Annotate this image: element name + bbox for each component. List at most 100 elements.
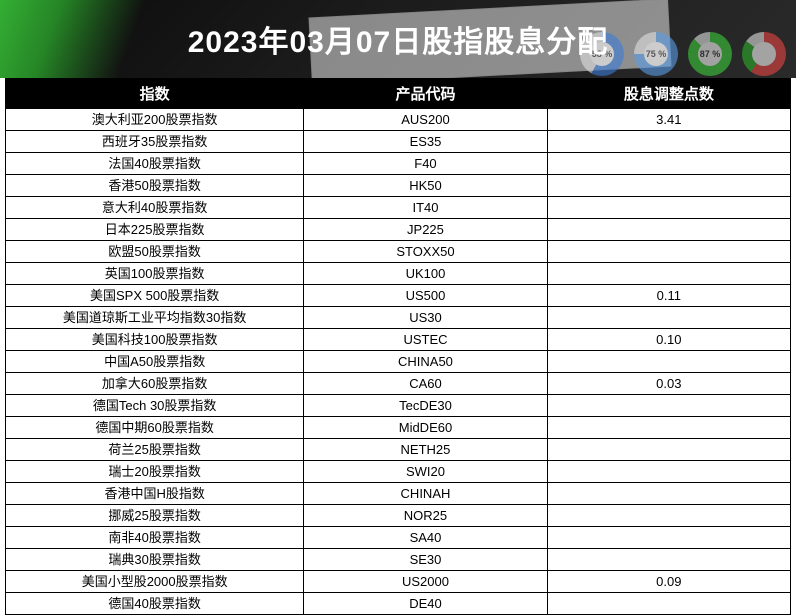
cell-index-name: 德国中期60股票指数: [6, 417, 304, 439]
cell-dividend-points: [547, 439, 790, 461]
col-header-code: 产品代码: [304, 79, 547, 109]
cell-product-code: US30: [304, 307, 547, 329]
cell-dividend-points: [547, 263, 790, 285]
cell-product-code: STOXX50: [304, 241, 547, 263]
cell-index-name: 加拿大60股票指数: [6, 373, 304, 395]
donut-label: 87 %: [700, 49, 721, 59]
col-header-index: 指数: [6, 79, 304, 109]
cell-index-name: 德国40股票指数: [6, 593, 304, 615]
cell-product-code: ES35: [304, 131, 547, 153]
cell-product-code: USTEC: [304, 329, 547, 351]
cell-dividend-points: [547, 593, 790, 615]
cell-product-code: US500: [304, 285, 547, 307]
cell-product-code: CHINAH: [304, 483, 547, 505]
cell-product-code: JP225: [304, 219, 547, 241]
table-row: 瑞典30股票指数SE30: [6, 549, 791, 571]
table-row: 美国道琼斯工业平均指数30指数US30: [6, 307, 791, 329]
cell-index-name: 美国道琼斯工业平均指数30指数: [6, 307, 304, 329]
cell-dividend-points: 0.11: [547, 285, 790, 307]
table-row: 德国40股票指数DE40: [6, 593, 791, 615]
cell-product-code: TecDE30: [304, 395, 547, 417]
cell-product-code: IT40: [304, 197, 547, 219]
cell-product-code: AUS200: [304, 109, 547, 131]
table-row: 美国科技100股票指数USTEC0.10: [6, 329, 791, 351]
table-row: 挪威25股票指数NOR25: [6, 505, 791, 527]
table-row: 中国A50股票指数CHINA50: [6, 351, 791, 373]
cell-dividend-points: [547, 461, 790, 483]
cell-dividend-points: [547, 175, 790, 197]
table-row: 香港50股票指数HK50: [6, 175, 791, 197]
cell-dividend-points: [547, 307, 790, 329]
cell-index-name: 美国科技100股票指数: [6, 329, 304, 351]
cell-index-name: 香港50股票指数: [6, 175, 304, 197]
table-row: 香港中国H股指数CHINAH: [6, 483, 791, 505]
table-row: 荷兰25股票指数NETH25: [6, 439, 791, 461]
cell-index-name: 日本225股票指数: [6, 219, 304, 241]
table-row: 加拿大60股票指数CA600.03: [6, 373, 791, 395]
table-row: 澳大利亚200股票指数AUS2003.41: [6, 109, 791, 131]
cell-dividend-points: [547, 131, 790, 153]
cell-dividend-points: [547, 417, 790, 439]
cell-index-name: 挪威25股票指数: [6, 505, 304, 527]
table-row: 英国100股票指数UK100: [6, 263, 791, 285]
cell-index-name: 美国小型股2000股票指数: [6, 571, 304, 593]
dividend-table: 指数 产品代码 股息调整点数 澳大利亚200股票指数AUS2003.41西班牙3…: [5, 78, 791, 615]
table-row: 德国Tech 30股票指数TecDE30: [6, 395, 791, 417]
cell-product-code: SE30: [304, 549, 547, 571]
cell-product-code: NETH25: [304, 439, 547, 461]
cell-dividend-points: 0.09: [547, 571, 790, 593]
donut-icon: 75 %: [634, 32, 678, 76]
table-row: 日本225股票指数JP225: [6, 219, 791, 241]
donut-icon: 87 %: [688, 32, 732, 76]
cell-product-code: DE40: [304, 593, 547, 615]
cell-dividend-points: [547, 527, 790, 549]
cell-index-name: 荷兰25股票指数: [6, 439, 304, 461]
cell-index-name: 西班牙35股票指数: [6, 131, 304, 153]
cell-dividend-points: [547, 549, 790, 571]
cell-index-name: 澳大利亚200股票指数: [6, 109, 304, 131]
cell-dividend-points: 0.10: [547, 329, 790, 351]
cell-product-code: SWI20: [304, 461, 547, 483]
cell-product-code: CHINA50: [304, 351, 547, 373]
cell-index-name: 意大利40股票指数: [6, 197, 304, 219]
cell-dividend-points: [547, 197, 790, 219]
table-row: 西班牙35股票指数ES35: [6, 131, 791, 153]
table-header-row: 指数 产品代码 股息调整点数: [6, 79, 791, 109]
cell-index-name: 法国40股票指数: [6, 153, 304, 175]
table-row: 德国中期60股票指数MidDE60: [6, 417, 791, 439]
table-row: 南非40股票指数SA40: [6, 527, 791, 549]
cell-dividend-points: [547, 505, 790, 527]
header-banner: 58 % 75 % 87 % 2023年03月07日股指股息分配: [0, 0, 796, 78]
table-row: 瑞士20股票指数SWI20: [6, 461, 791, 483]
cell-dividend-points: 0.03: [547, 373, 790, 395]
donut-label: 75 %: [646, 49, 667, 59]
cell-product-code: UK100: [304, 263, 547, 285]
cell-index-name: 德国Tech 30股票指数: [6, 395, 304, 417]
table-row: 欧盟50股票指数STOXX50: [6, 241, 791, 263]
cell-dividend-points: [547, 395, 790, 417]
cell-index-name: 英国100股票指数: [6, 263, 304, 285]
cell-dividend-points: [547, 483, 790, 505]
cell-index-name: 香港中国H股指数: [6, 483, 304, 505]
table-row: 法国40股票指数F40: [6, 153, 791, 175]
table-row: 美国小型股2000股票指数US20000.09: [6, 571, 791, 593]
cell-dividend-points: [547, 219, 790, 241]
col-header-dividend: 股息调整点数: [547, 79, 790, 109]
cell-index-name: 中国A50股票指数: [6, 351, 304, 373]
cell-product-code: MidDE60: [304, 417, 547, 439]
table-row: 美国SPX 500股票指数US5000.11: [6, 285, 791, 307]
cell-product-code: US2000: [304, 571, 547, 593]
cell-index-name: 欧盟50股票指数: [6, 241, 304, 263]
cell-index-name: 瑞士20股票指数: [6, 461, 304, 483]
cell-product-code: CA60: [304, 373, 547, 395]
cell-dividend-points: [547, 351, 790, 373]
cell-product-code: HK50: [304, 175, 547, 197]
cell-product-code: NOR25: [304, 505, 547, 527]
cell-dividend-points: [547, 241, 790, 263]
donut-icon: [742, 32, 786, 76]
cell-index-name: 美国SPX 500股票指数: [6, 285, 304, 307]
cell-product-code: SA40: [304, 527, 547, 549]
cell-dividend-points: 3.41: [547, 109, 790, 131]
cell-index-name: 瑞典30股票指数: [6, 549, 304, 571]
cell-index-name: 南非40股票指数: [6, 527, 304, 549]
